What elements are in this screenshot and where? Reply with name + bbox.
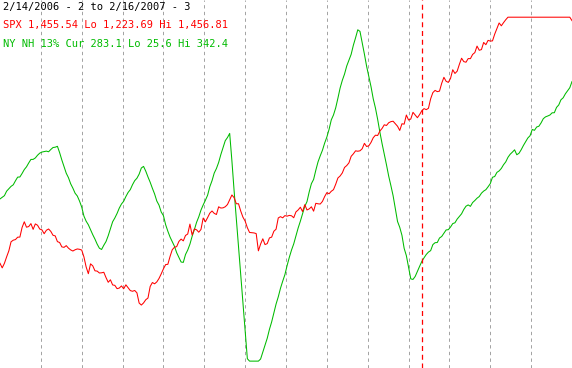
Text: NY NH 13% Cur 283.1 Lo 25.6 Hi 342.4: NY NH 13% Cur 283.1 Lo 25.6 Hi 342.4 xyxy=(3,39,228,49)
Text: 2/14/2006 - 2 to 2/16/2007 - 3: 2/14/2006 - 2 to 2/16/2007 - 3 xyxy=(3,2,190,12)
Text: SPX 1,455.54 Lo 1,223.69 Hi 1,456.81: SPX 1,455.54 Lo 1,223.69 Hi 1,456.81 xyxy=(3,20,228,30)
